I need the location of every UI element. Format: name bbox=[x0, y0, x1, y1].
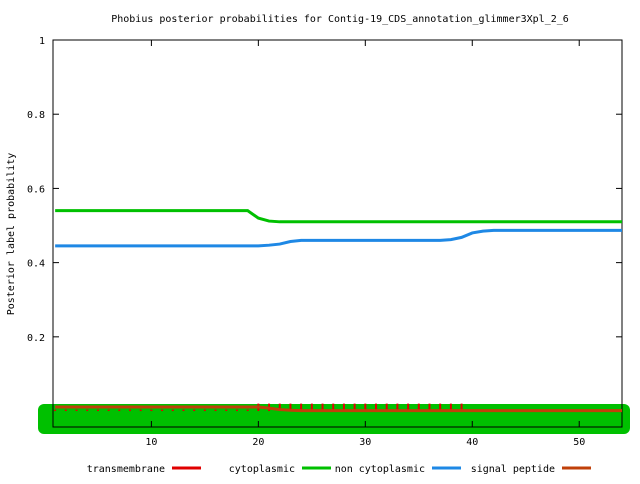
legend-label: cytoplasmic bbox=[229, 464, 295, 475]
y-tick-label: 0.4 bbox=[27, 259, 45, 270]
y-axis-label: Posterior label probability bbox=[6, 153, 17, 316]
legend-label: signal peptide bbox=[471, 464, 555, 475]
x-tick-label: 40 bbox=[466, 437, 478, 448]
series-line bbox=[55, 405, 622, 413]
chart-title: Phobius posterior probabilities for Cont… bbox=[111, 14, 569, 25]
x-tick-label: 30 bbox=[359, 437, 371, 448]
y-tick-label: 0.8 bbox=[27, 110, 45, 121]
x-tick-label: 10 bbox=[145, 437, 157, 448]
y-tick-label: 0.2 bbox=[27, 333, 45, 344]
x-tick-label: 50 bbox=[573, 437, 585, 448]
series-line bbox=[55, 209, 622, 224]
y-tick-label: 1 bbox=[39, 36, 45, 47]
x-tick-label: 20 bbox=[252, 437, 264, 448]
series-line bbox=[55, 228, 622, 248]
legend-label: transmembrane bbox=[87, 464, 165, 475]
y-tick-label: 0.6 bbox=[27, 184, 45, 195]
plot-frame bbox=[52, 39, 623, 428]
legend-label: non cytoplasmic bbox=[335, 464, 425, 475]
